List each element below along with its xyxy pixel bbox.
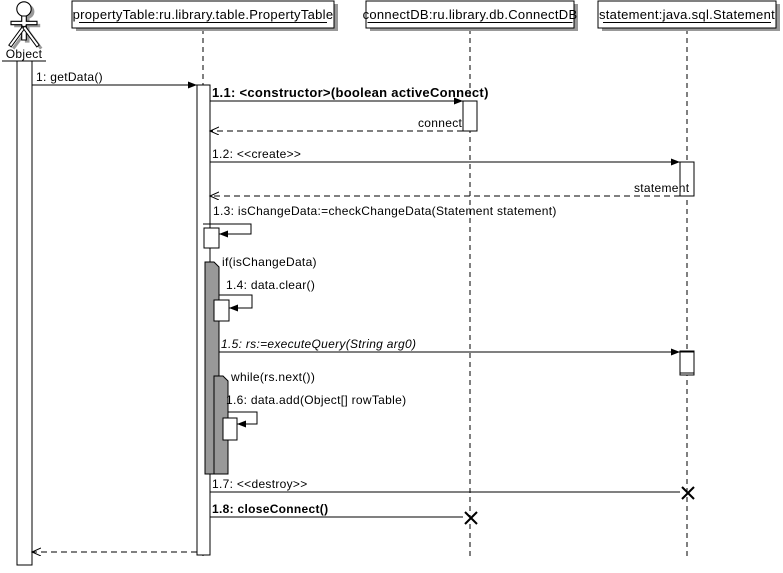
svg-text:statement:java.sql.Statement: statement:java.sql.Statement [599, 7, 775, 22]
svg-text:connectDB:ru.library.db.Connec: connectDB:ru.library.db.ConnectDB [363, 7, 578, 22]
svg-text:1.4: data.clear(): 1.4: data.clear() [226, 278, 315, 292]
svg-text:statement: statement [634, 181, 690, 195]
svg-text:propertyTable:ru.library.table: propertyTable:ru.library.table.PropertyT… [73, 7, 334, 22]
svg-text:connect: connect [418, 116, 462, 130]
svg-text:if(isChangeData): if(isChangeData) [222, 255, 317, 269]
svg-text:1.3: isChangeData:=checkChange: 1.3: isChangeData:=checkChangeData(State… [213, 204, 557, 218]
svg-text:1: getData(): 1: getData() [36, 70, 103, 84]
svg-text:1.8: closeConnect(): 1.8: closeConnect() [212, 502, 328, 516]
svg-text:1.1: <constructor>(boolean act: 1.1: <constructor>(boolean activeConnect… [212, 85, 489, 100]
svg-text:1.5: rs:=executeQuery(String a: 1.5: rs:=executeQuery(String arg0) [221, 337, 416, 351]
svg-text:1.7: <<destroy>>: 1.7: <<destroy>> [212, 477, 308, 491]
svg-text:1.6: data.add(Object[] rowTabl: 1.6: data.add(Object[] rowTable) [226, 393, 406, 407]
svg-text:Object: Object [6, 47, 43, 61]
svg-text:1.2: <<create>>: 1.2: <<create>> [212, 147, 301, 161]
svg-text:while(rs.next()): while(rs.next()) [230, 370, 315, 384]
